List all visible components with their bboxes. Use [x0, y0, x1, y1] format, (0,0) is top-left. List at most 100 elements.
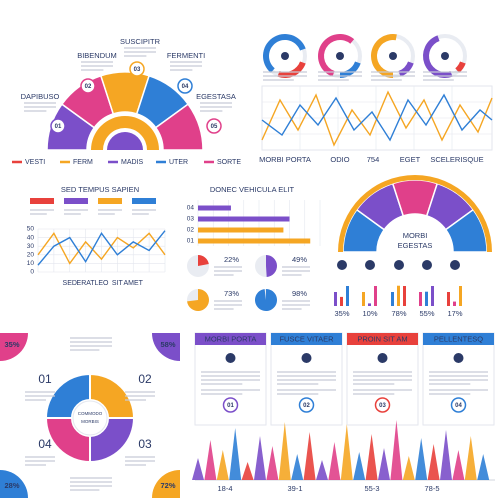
circle-core — [72, 400, 108, 436]
bar-deco — [419, 292, 422, 306]
label: 01 — [55, 124, 62, 130]
line-series — [37, 230, 166, 266]
wave-chart — [261, 85, 493, 151]
circle-quadrant — [44, 417, 91, 464]
spike — [192, 458, 204, 480]
label: EGESTASA — [196, 92, 236, 101]
label: 02 — [187, 227, 195, 234]
spike — [340, 424, 353, 480]
spike — [266, 446, 279, 480]
ring-arc — [398, 61, 414, 77]
spike — [378, 448, 390, 480]
label: 10% — [362, 309, 377, 318]
number-badge — [129, 61, 145, 77]
spike — [291, 454, 304, 480]
fan-sector — [46, 103, 96, 151]
card-header — [423, 333, 494, 345]
label: ERAT — [77, 280, 96, 287]
number-badge — [206, 118, 222, 134]
card-header — [195, 333, 266, 345]
circle-quadrant — [44, 372, 91, 419]
label: AMET — [124, 280, 144, 287]
label: ODIO — [330, 155, 349, 164]
ring-icon — [441, 52, 449, 60]
fan-inner — [91, 116, 159, 150]
bar-deco — [362, 292, 365, 306]
label: 03 — [134, 67, 141, 73]
label: EGET — [400, 155, 421, 164]
label: 28% — [4, 481, 19, 490]
label: 35% — [4, 340, 19, 349]
bar-deco — [346, 286, 349, 306]
bar — [425, 291, 428, 306]
card-header — [347, 333, 418, 345]
label: MADIS — [121, 159, 144, 166]
corner-quarter — [152, 333, 180, 361]
label: 03 — [138, 437, 152, 451]
label: 02 — [85, 84, 92, 90]
bar-deco — [459, 286, 462, 306]
icon — [450, 260, 460, 270]
label: 17% — [447, 309, 462, 318]
pie-slice — [198, 255, 209, 266]
spike — [254, 436, 266, 480]
label: 01 — [187, 238, 195, 245]
label: DONEC VEHICULA ELIT — [210, 185, 295, 194]
spike — [477, 454, 490, 480]
spike — [204, 440, 217, 480]
number-badge — [222, 397, 239, 413]
label: BIBENDUM — [77, 51, 117, 60]
wave-blue — [261, 93, 493, 142]
card-icon — [225, 353, 236, 363]
label: 04 — [187, 205, 195, 212]
bar-deco — [403, 286, 406, 306]
legend-box — [132, 198, 156, 204]
spike — [440, 430, 452, 480]
label: 04 — [455, 403, 462, 409]
spike — [452, 450, 465, 480]
label: 35% — [334, 309, 349, 318]
label: 22% — [224, 255, 239, 264]
label: EGESTAS — [398, 241, 433, 250]
legend-box — [30, 198, 54, 204]
label: SED — [63, 280, 77, 287]
label: 58% — [160, 340, 175, 349]
label: 78% — [391, 309, 406, 318]
label: 754 — [367, 155, 380, 164]
corner-quarter — [0, 470, 28, 498]
label: SORTE — [217, 159, 241, 166]
spike — [415, 438, 428, 480]
fan-core — [107, 132, 143, 150]
bar-deco — [431, 286, 434, 306]
number-badge — [80, 78, 96, 94]
legend-box — [64, 198, 88, 204]
spike — [216, 450, 229, 480]
spike — [365, 434, 378, 480]
label: 50 — [27, 226, 35, 233]
ring-icon — [281, 52, 289, 60]
label: 30 — [27, 243, 35, 250]
label: 02 — [303, 403, 310, 409]
label: 73% — [224, 289, 239, 298]
label: DAPIBUSO — [21, 92, 60, 101]
fan-sector — [135, 74, 190, 129]
label: MORBI — [403, 231, 428, 240]
bar — [198, 216, 290, 222]
spike — [353, 452, 366, 480]
label: 39-1 — [287, 484, 302, 493]
corner-quarter — [152, 470, 180, 498]
label: 03 — [379, 403, 386, 409]
icon — [422, 260, 432, 270]
bar — [368, 303, 371, 306]
card-icon — [377, 353, 388, 363]
label: FERM — [73, 159, 93, 166]
legend-box — [98, 198, 122, 204]
label: FERMENTI — [167, 51, 205, 60]
number-badge — [50, 118, 66, 134]
label: 20 — [27, 252, 35, 259]
bar — [340, 296, 343, 306]
label: 04 — [182, 84, 189, 90]
spike — [390, 420, 403, 480]
bar-deco — [391, 292, 394, 306]
